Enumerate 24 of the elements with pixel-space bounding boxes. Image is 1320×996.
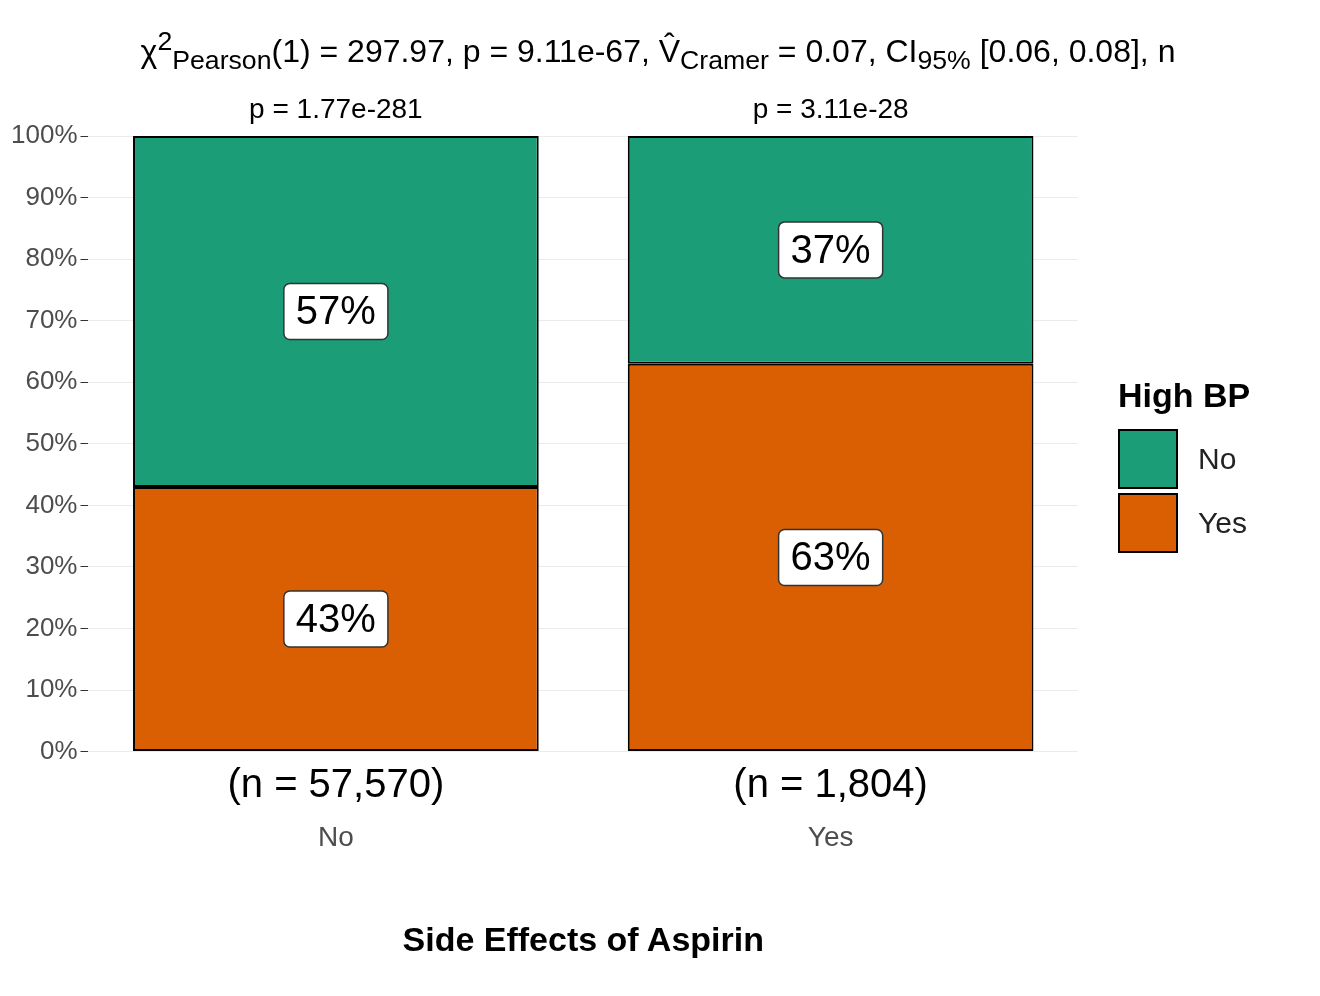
y-tick-label: 40%	[25, 488, 78, 519]
annotation: p = 3.11e-28	[752, 92, 909, 124]
data-label: 43%	[295, 596, 376, 641]
text: Yes	[1198, 505, 1247, 540]
data-label: 37%	[790, 226, 871, 271]
annotation: (n = 57,570)	[227, 760, 445, 805]
legend-label: No	[1198, 441, 1237, 476]
data-label: 63%	[790, 534, 871, 579]
y-tick-label: 60%	[25, 365, 78, 396]
y-tick-label: 20%	[25, 611, 78, 642]
legend-title: High BP	[1118, 375, 1251, 415]
annotation: p = 1.77e-281	[249, 92, 423, 124]
y-tick-label: 100%	[11, 119, 78, 150]
data-label: 57%	[295, 288, 376, 333]
y-tick-label: 70%	[25, 303, 78, 334]
chart-title: χ$^{2}$$_{Pearson}$(1) = 297.97, p = 9.11e-67, V̂$_{Cramer}$ = 0.07, CI$_{95%}$ [0.06, 0.08], n	[139, 25, 1177, 78]
y-tick-label: 50%	[25, 427, 78, 458]
y-tick-label: 30%	[25, 550, 78, 581]
y-tick-label: 90%	[25, 180, 78, 211]
annotation: (n = 1,804)	[733, 760, 928, 805]
y-tick-label: 80%	[25, 242, 78, 273]
y-tick-label: 0%	[39, 734, 78, 765]
x-axis-title: Side Effects of Aspirin	[402, 920, 764, 959]
y-tick-label: 10%	[25, 673, 78, 704]
